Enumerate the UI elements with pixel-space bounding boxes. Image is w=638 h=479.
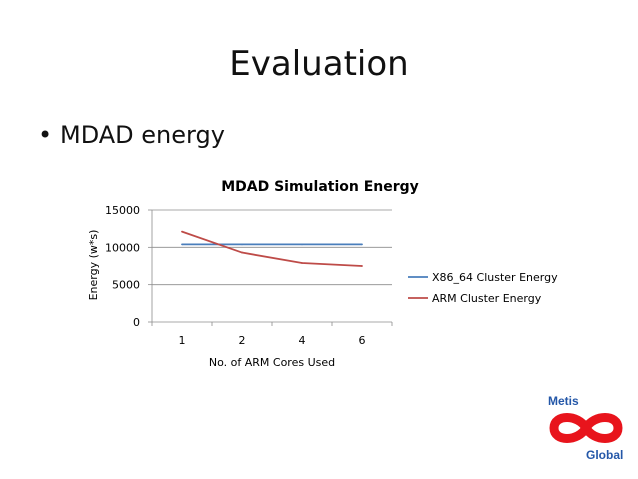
x-tick-label: 6 [359,334,366,347]
infinity-logo-icon [549,413,623,443]
x-tick-label: 4 [299,334,306,347]
metis-global-logo: Metis Global [538,392,634,472]
bullet-item: • MDAD energy [38,118,225,152]
y-axis-title: Energy (w*s) [87,230,100,301]
bullet-symbol: • [38,121,53,149]
chart-title: MDAD Simulation Energy [221,179,419,195]
y-tick-label: 0 [133,316,140,329]
data-point [301,243,303,246]
gridlines [152,209,392,286]
data-point [241,243,243,246]
data-point [361,265,363,267]
legend-label-1: ARM Cluster Energy [432,292,542,305]
x-tick-label: 2 [239,334,246,347]
x-axis-title: No. of ARM Cores Used [209,356,335,369]
data-point [181,230,183,233]
y-tick-label: 5000 [112,279,140,292]
axes: 0 5000 10000 15000 1 2 4 6 [105,204,393,347]
bullet-text: MDAD energy [60,121,225,149]
y-tick-label: 10000 [105,241,140,254]
logo-text-global: Global [586,448,624,462]
legend: X86_64 Cluster Energy ARM Cluster Energy [408,271,558,305]
series-line-1 [181,230,363,267]
legend-label-0: X86_64 Cluster Energy [432,271,558,284]
data-point [301,262,303,264]
data-point [181,243,183,246]
data-point [241,251,243,254]
slide-title: Evaluation [229,44,409,84]
logo-text-metis: Metis [548,394,579,408]
x-tick-label: 1 [179,334,186,347]
series-lines [181,230,363,267]
data-point [361,243,363,246]
y-tick-label: 15000 [105,204,140,217]
